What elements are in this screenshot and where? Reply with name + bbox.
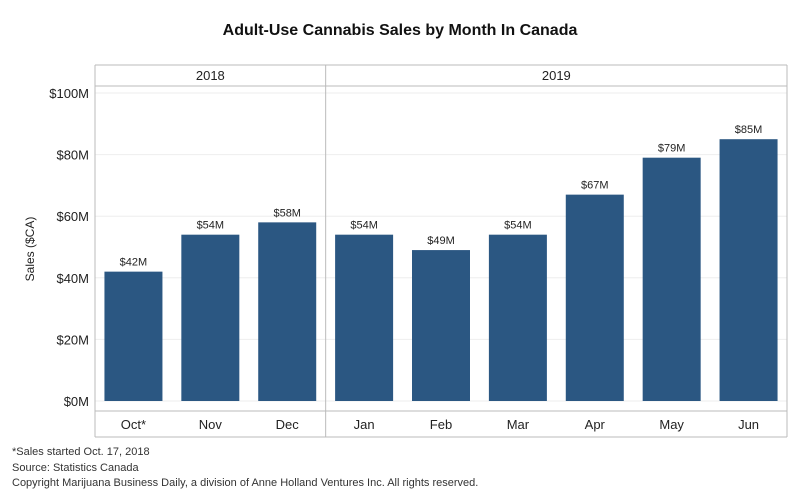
- bar-may: [642, 157, 701, 401]
- y-tick-label: $20M: [56, 332, 89, 347]
- footnote-copyright: Copyright Marijuana Business Daily, a di…: [12, 477, 479, 489]
- bar-apr: [565, 194, 624, 401]
- group-label-2018: 2018: [196, 68, 225, 83]
- bar-mar: [488, 234, 547, 401]
- data-label: $54M: [504, 220, 532, 232]
- x-tick-label: Nov: [199, 417, 223, 432]
- footnote-sales-start: *Sales started Oct. 17, 2018: [12, 446, 150, 458]
- data-label: $67M: [581, 180, 609, 192]
- chart-title: Adult-Use Cannabis Sales by Month In Can…: [222, 22, 578, 39]
- y-tick-label: $60M: [56, 209, 89, 224]
- y-axis-title: Sales ($CA): [23, 217, 37, 282]
- x-tick-label: Jun: [738, 417, 759, 432]
- data-label: $42M: [120, 257, 148, 269]
- group-label-2019: 2019: [542, 68, 571, 83]
- x-tick-label: Apr: [585, 417, 606, 432]
- x-tick-label: Feb: [430, 417, 452, 432]
- x-tick-label: Jan: [354, 417, 375, 432]
- data-label: $85M: [735, 124, 763, 136]
- data-label: $54M: [197, 220, 225, 232]
- y-tick-label: $0M: [64, 394, 89, 409]
- bar-dec: [258, 222, 317, 401]
- bar-feb: [412, 250, 470, 401]
- x-tick-label: May: [659, 417, 684, 432]
- bar-nov: [181, 234, 240, 401]
- y-tick-label: $100M: [49, 86, 89, 101]
- bar-oct: [104, 271, 163, 401]
- x-tick-label: Mar: [507, 417, 530, 432]
- y-tick-label: $40M: [56, 271, 89, 286]
- footnote-source: Source: Statistics Canada: [12, 461, 139, 474]
- x-tick-label: Dec: [276, 417, 300, 432]
- data-label: $79M: [658, 143, 686, 155]
- footnotes: *Sales started Oct. 17, 2018 Source: Sta…: [12, 445, 478, 492]
- y-tick-label: $80M: [56, 148, 89, 163]
- bar-jun: [719, 139, 778, 401]
- data-label: $58M: [273, 207, 301, 219]
- x-tick-label: Oct*: [121, 417, 146, 432]
- data-label: $54M: [350, 220, 378, 232]
- data-label: $49M: [427, 235, 455, 247]
- bar-jan: [335, 234, 394, 401]
